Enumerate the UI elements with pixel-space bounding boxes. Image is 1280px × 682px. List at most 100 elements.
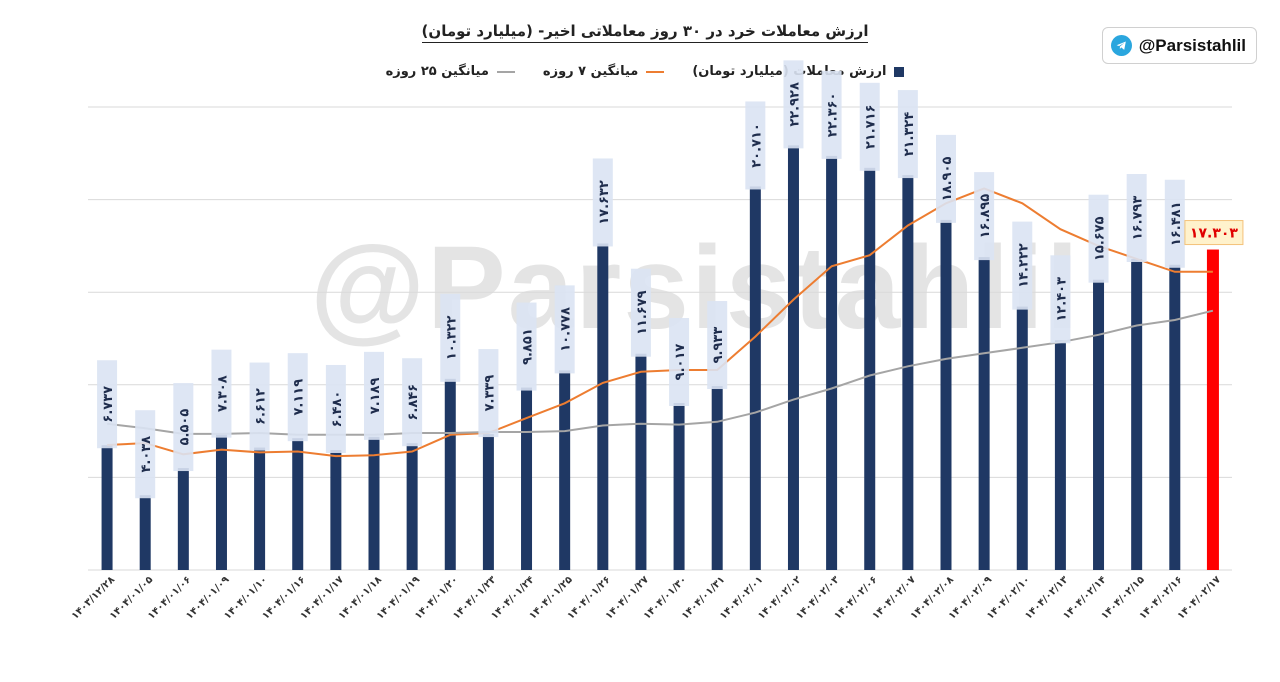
bar-highlight [1206,249,1219,570]
data-label-box [554,285,575,374]
bar [139,495,151,570]
data-label: ۲۲.۹۲۸ [787,82,802,127]
bar [1054,340,1066,570]
data-label-group: ۶.۸۴۶ [402,358,423,447]
bar [635,353,647,570]
data-label-group: ۱۰.۷۷۸ [554,285,575,374]
telegram-icon [1110,35,1132,56]
data-label-group: ۷.۳۳۹ [478,349,499,438]
bar [215,434,227,570]
data-label-group: ۲۱.۷۱۶ [859,82,880,171]
data-label: ۱۱.۶۷۹ [635,290,650,335]
bar [1169,264,1181,570]
data-label-box [707,301,728,390]
data-label-group: ۲۲.۹۲۸ [783,60,804,149]
bar [368,436,380,570]
data-label-group: ۱۵.۶۷۵ [1088,194,1109,283]
bar [673,403,685,570]
bar [101,445,113,570]
data-label-box [516,302,537,391]
data-label: ۷.۱۸۹ [368,377,383,414]
data-label-group: ۹.۹۳۳ [707,301,728,390]
data-label: ۴.۰۳۸ [139,436,154,473]
bar [406,443,418,570]
line-ma25 [106,309,1214,436]
data-label-group: ۷.۳۰۸ [211,349,232,438]
bar [749,186,761,570]
data-label-box [1088,194,1109,283]
bar [521,387,533,570]
data-label-group: ۶.۶۱۲ [249,362,270,451]
legend-item-ma7: میانگین ۷ روزه [542,64,665,79]
data-label: ۷.۳۳۹ [482,375,497,412]
data-label-group: ۲۱.۳۲۴ [897,90,918,179]
data-label: ۲۱.۳۲۴ [902,112,917,157]
data-label-group: ۴.۰۳۸ [135,410,156,499]
data-label: ۹.۹۳۳ [711,327,726,364]
data-label-group: ۱۱.۶۷۹ [630,268,651,357]
bar [787,145,799,570]
data-label-group: ۱۶.۷۹۳ [1126,173,1147,262]
data-label-box [1126,173,1147,262]
data-label: ۱۸.۹۰۵ [940,157,955,202]
data-label: ۱۷.۳۰۳ [1190,226,1238,242]
data-label-box [325,364,346,453]
data-label-box [897,90,918,179]
legend-swatch-bars [894,66,905,77]
bar [711,386,723,570]
data-label-box [669,318,690,407]
data-label-box [859,82,880,171]
data-label-group: ۹.۸۵۱ [516,302,537,391]
data-label: ۱۰.۳۲۲ [444,315,459,360]
data-label: ۷.۱۱۹ [292,379,307,416]
data-label: ۲۱.۷۱۶ [864,105,879,150]
data-label-box [135,410,156,499]
data-label: ۶.۷۳۷ [101,386,116,423]
data-label-box [936,134,956,223]
legend-item-ma25: میانگین ۲۵ روزه [386,64,515,79]
data-label-group: ۲۲.۳۶۰ [821,70,842,159]
data-label-group: ۱۶.۸۹۵ [974,172,995,261]
data-label-group: ۷.۱۸۹ [364,351,384,440]
chart-title: ارزش معاملات خرد در ۳۰ روز معاملاتی اخیر… [0,22,1280,43]
data-label: ۱۶.۷۹۳ [1131,196,1146,241]
line-ma7 [107,187,1213,458]
data-label: ۱۶.۸۹۵ [978,194,993,239]
data-label: ۱۵.۶۷۵ [1093,216,1108,261]
data-label-box [783,60,804,149]
data-label: ۶.۸۴۶ [406,384,421,421]
data-label: ۶.۶۱۲ [254,388,269,425]
data-label: ۷.۳۰۸ [215,375,230,412]
telegram-badge[interactable]: @Parsistahlil [1101,27,1257,64]
data-label: ۱۷.۶۳۲ [597,180,612,225]
bar [978,257,990,570]
data-label: ۶.۴۸۰ [330,391,345,428]
data-label-group: ۱۸.۹۰۵ [936,134,956,223]
bar [864,167,876,570]
data-label-box [1184,220,1244,246]
bar [1016,306,1028,570]
data-label-box [249,362,270,451]
data-label-group: ۱۰.۳۲۲ [440,293,461,382]
data-label-box [364,351,384,440]
bar [1093,279,1105,570]
data-label: ۹.۸۵۱ [521,328,536,365]
legend-label-ma7: میانگین ۷ روزه [542,64,639,79]
bar [597,243,609,570]
data-label-box [173,383,194,472]
bar [330,449,342,570]
bar [559,370,571,570]
data-label-box [1050,255,1071,344]
data-label: ۱۰.۷۷۸ [559,307,574,352]
bar [482,434,494,570]
data-label-group: ۲۰.۷۱۰ [745,101,766,190]
data-label-group: ۵.۵۰۵ [173,383,194,472]
data-label-box [440,293,461,382]
data-label-group: ۶.۷۳۷ [97,360,118,449]
data-label-group: ۱۶.۴۸۱ [1164,179,1185,268]
data-label-box [745,101,766,190]
data-label-box [1012,221,1033,310]
data-label-group: ۱۷.۶۳۲ [592,158,613,247]
data-label: ۲۰.۷۱۰ [749,123,764,168]
